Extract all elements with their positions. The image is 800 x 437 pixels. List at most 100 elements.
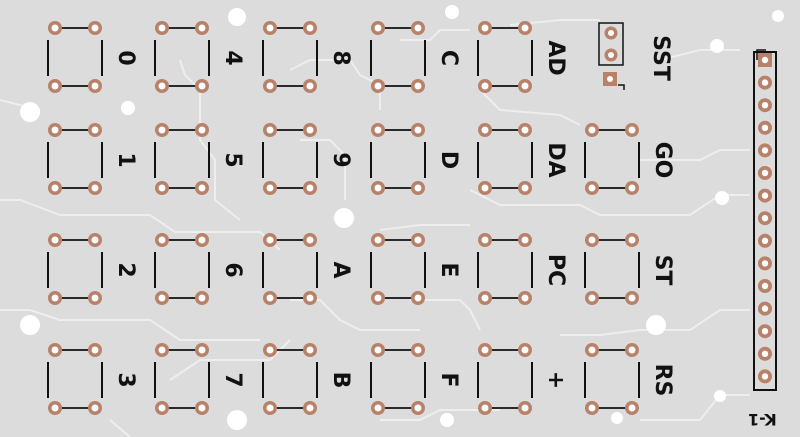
switch-pad-hole bbox=[414, 126, 422, 134]
switch-pad-hole bbox=[198, 184, 206, 192]
mounting-hole-13 bbox=[714, 390, 726, 402]
switch-pad-hole bbox=[51, 294, 59, 302]
header-pin-hole bbox=[761, 305, 769, 312]
switch-pad-hole bbox=[91, 82, 99, 90]
switch-pad-hole bbox=[158, 184, 166, 192]
switch-pad-hole bbox=[158, 126, 166, 134]
switch-pad-hole bbox=[306, 294, 314, 302]
switch-pad-hole bbox=[198, 236, 206, 244]
switch-pad-hole bbox=[521, 184, 529, 192]
switch-pad-hole bbox=[414, 404, 422, 412]
switch-pad-hole bbox=[51, 184, 59, 192]
header-pin-hole bbox=[761, 147, 769, 154]
switch-pad-hole bbox=[158, 404, 166, 412]
key-label: AD bbox=[543, 40, 569, 76]
switch-pad-hole bbox=[198, 346, 206, 354]
jumper-pad-hole bbox=[608, 52, 614, 58]
key-label: F bbox=[436, 372, 462, 388]
switch-pad-hole bbox=[521, 24, 529, 32]
header-pin-hole bbox=[761, 192, 769, 199]
switch-pad-hole bbox=[481, 236, 489, 244]
switch-pad-hole bbox=[414, 184, 422, 192]
trace-7 bbox=[469, 189, 750, 216]
switch-pad-hole bbox=[91, 184, 99, 192]
switch-pad-hole bbox=[374, 24, 382, 32]
switch-pad-hole bbox=[588, 346, 596, 354]
trace-0 bbox=[0, 199, 281, 251]
switch-pad-hole bbox=[414, 82, 422, 90]
switch-pad-hole bbox=[481, 24, 489, 32]
jumper-outline bbox=[598, 22, 624, 66]
header-pin-hole bbox=[761, 350, 769, 357]
switch-pad-hole bbox=[198, 82, 206, 90]
mounting-hole-2 bbox=[121, 101, 135, 115]
switch-pad-hole bbox=[306, 82, 314, 90]
switch-pad-hole bbox=[374, 82, 382, 90]
switch-pad-hole bbox=[414, 294, 422, 302]
switch-pad-hole bbox=[481, 126, 489, 134]
switch-pad-hole bbox=[628, 294, 636, 302]
trace-9 bbox=[379, 224, 470, 231]
switch-pad-hole bbox=[374, 184, 382, 192]
mounting-hole-6 bbox=[334, 208, 354, 228]
header-pin-hole bbox=[761, 373, 769, 380]
trace-4 bbox=[400, 29, 470, 41]
switch-pad-hole bbox=[198, 294, 206, 302]
switch-pad-hole bbox=[521, 346, 529, 354]
key-label: B bbox=[328, 371, 354, 389]
trace-18 bbox=[479, 89, 581, 126]
key-label: 0 bbox=[113, 50, 139, 66]
switch-pad-hole bbox=[414, 346, 422, 354]
switch-pad-hole bbox=[158, 24, 166, 32]
switch-pad-hole bbox=[51, 404, 59, 412]
mounting-hole-12 bbox=[611, 412, 623, 424]
mounting-hole-9 bbox=[646, 315, 666, 335]
trace-6 bbox=[659, 49, 740, 61]
header-pin-hole bbox=[761, 169, 769, 177]
switch-pad-hole bbox=[51, 126, 59, 134]
switch-pad-hole bbox=[91, 24, 99, 32]
key-label: 6 bbox=[220, 262, 246, 278]
switch-pad-hole bbox=[306, 24, 314, 32]
switch-pad-hole bbox=[158, 346, 166, 354]
switch-pad-hole bbox=[198, 404, 206, 412]
board-reference: K-1 bbox=[748, 410, 777, 429]
mounting-hole-7 bbox=[715, 191, 729, 205]
switch-pad-hole bbox=[521, 236, 529, 244]
key-label: E bbox=[436, 262, 462, 278]
switch-pad-hole bbox=[266, 184, 274, 192]
switch-pad-hole bbox=[628, 346, 636, 354]
header-pin-hole bbox=[761, 260, 769, 267]
switch-pad-hole bbox=[628, 184, 636, 192]
header-outline bbox=[753, 51, 777, 391]
switch-pad-hole bbox=[374, 126, 382, 134]
switch-pad-hole bbox=[588, 236, 596, 244]
switch-pad-hole bbox=[158, 82, 166, 90]
header-pin-hole bbox=[761, 56, 769, 64]
header-pin-hole bbox=[761, 79, 769, 86]
key-label: 8 bbox=[328, 50, 354, 66]
header-pin-hole bbox=[761, 124, 769, 131]
header-pin-hole bbox=[761, 328, 769, 335]
switch-pad-hole bbox=[628, 404, 636, 412]
switch-pad-hole bbox=[521, 82, 529, 90]
key-label: 1 bbox=[113, 152, 139, 168]
key-label: GO bbox=[650, 141, 676, 179]
switch-pad-hole bbox=[588, 126, 596, 134]
key-label: 7 bbox=[220, 372, 246, 388]
key-label: D bbox=[436, 150, 462, 170]
switch-pad-hole bbox=[51, 236, 59, 244]
mounting-hole-3 bbox=[445, 5, 459, 19]
switch-pad-hole bbox=[306, 236, 314, 244]
switch-pad-hole bbox=[91, 404, 99, 412]
key-label: A bbox=[328, 261, 354, 279]
switch-pad-hole bbox=[266, 126, 274, 134]
switch-pad-hole bbox=[481, 346, 489, 354]
switch-pad-hole bbox=[306, 184, 314, 192]
switch-pad-hole bbox=[628, 236, 636, 244]
switch-pad-hole bbox=[51, 346, 59, 354]
switch-pad-hole bbox=[481, 294, 489, 302]
switch-pad-hole bbox=[306, 346, 314, 354]
square-pad-hole bbox=[607, 76, 613, 82]
mounting-hole-4 bbox=[710, 39, 724, 53]
